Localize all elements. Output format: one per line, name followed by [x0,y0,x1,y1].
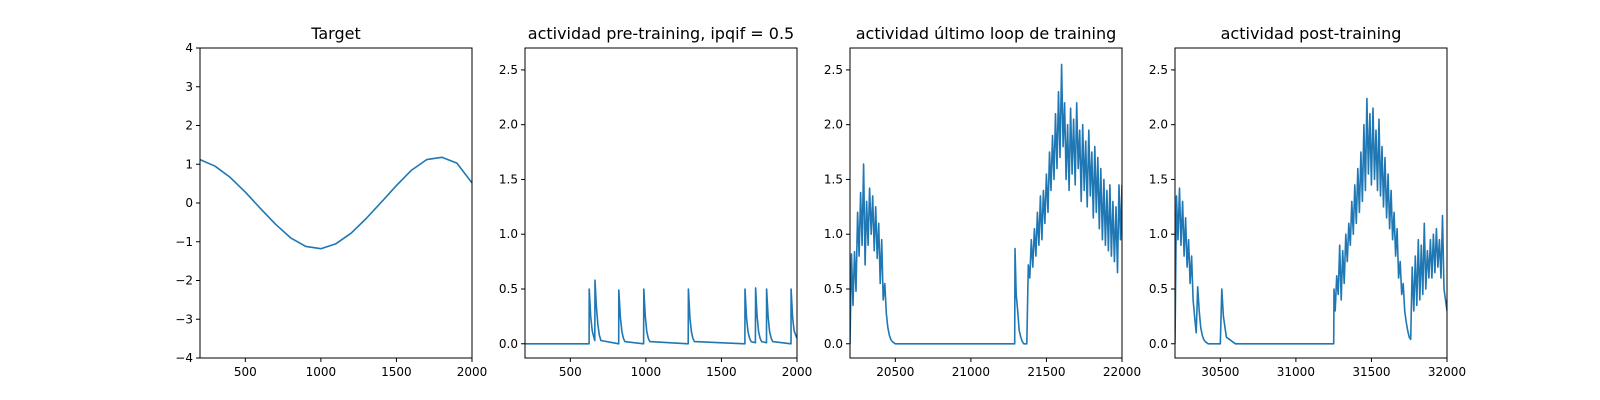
y-tick-label: 1.0 [824,227,843,241]
x-tick-label: 21000 [952,365,990,379]
x-tick-label: 500 [234,365,257,379]
x-tick-label: 31000 [1277,365,1315,379]
x-tick-label: 21500 [1027,365,1065,379]
subplot-title: actividad último loop de training [856,24,1117,43]
y-tick-label: 0.5 [1149,282,1168,296]
y-tick-label: −3 [175,312,193,326]
axes-frame [1174,47,1448,359]
x-tick-label: 30500 [1201,365,1239,379]
x-tick-label: 1500 [381,365,412,379]
y-tick-label: 1.0 [499,227,518,241]
y-tick-label: 0 [185,196,193,210]
y-tick-label: 0.5 [824,282,843,296]
x-tick-label: 22000 [1103,365,1141,379]
series-line-1 [850,63,1122,345]
subplot-2: actividad pre-training, ipqif = 0.5 500 10… [499,24,812,379]
x-tick-label: 20500 [876,365,914,379]
y-tick-label: 1.0 [1149,227,1168,241]
y-tick-label: 2 [185,119,193,133]
x-tick-label: 1500 [706,365,737,379]
subplot-4: actividad post-training 30500 31000 31500 32… [1149,24,1466,379]
y-tick-label: 1.5 [1149,172,1168,186]
x-tick-label: 2000 [457,365,488,379]
subplot-3: actividad último loop de training 20500 21… [824,24,1141,379]
x-tick-label: 32000 [1428,365,1466,379]
y-tick-label: −2 [175,274,193,288]
subplots: Target 500 1000 1500 2000 −4 −3 −2 −1 0 1 2 3 4 activi… [175,24,1466,379]
y-tick-label: −4 [175,351,193,365]
y-tick-label: 2.5 [1149,63,1168,77]
y-tick-label: 2.0 [824,118,843,132]
y-tick-label: 0.0 [499,337,518,351]
y-tick-label: 2.0 [499,118,518,132]
subplot-title: actividad pre-training, ipqif = 0.5 [528,24,794,43]
y-tick-label: 3 [185,80,193,94]
series-line-1 [525,279,797,345]
x-tick-label: 2000 [782,365,813,379]
axes-frame [524,47,798,359]
y-tick-label: 1.5 [824,172,843,186]
x-tick-label: 500 [559,365,582,379]
y-tick-label: 0.0 [1149,337,1168,351]
subplot-title: actividad post-training [1221,24,1402,43]
y-tick-label: 4 [185,41,193,55]
y-tick-label: 2.5 [499,63,518,77]
subplot-title: Target [310,24,361,43]
series-line-1 [1175,97,1447,345]
y-tick-label: 2.5 [824,63,843,77]
axes-frame [849,47,1123,359]
y-tick-label: 2.0 [1149,118,1168,132]
y-tick-label: 1.5 [499,172,518,186]
y-tick-label: 1 [185,157,193,171]
y-tick-label: −1 [175,235,193,249]
subplot-1: Target 500 1000 1500 2000 −4 −3 −2 −1 0 1 2 3 4 [175,24,487,379]
series-line-1 [200,156,472,250]
y-tick-label: 0.5 [499,282,518,296]
x-tick-label: 1000 [631,365,662,379]
y-tick-label: 0.0 [824,337,843,351]
x-tick-label: 1000 [306,365,337,379]
x-tick-label: 31500 [1352,365,1390,379]
